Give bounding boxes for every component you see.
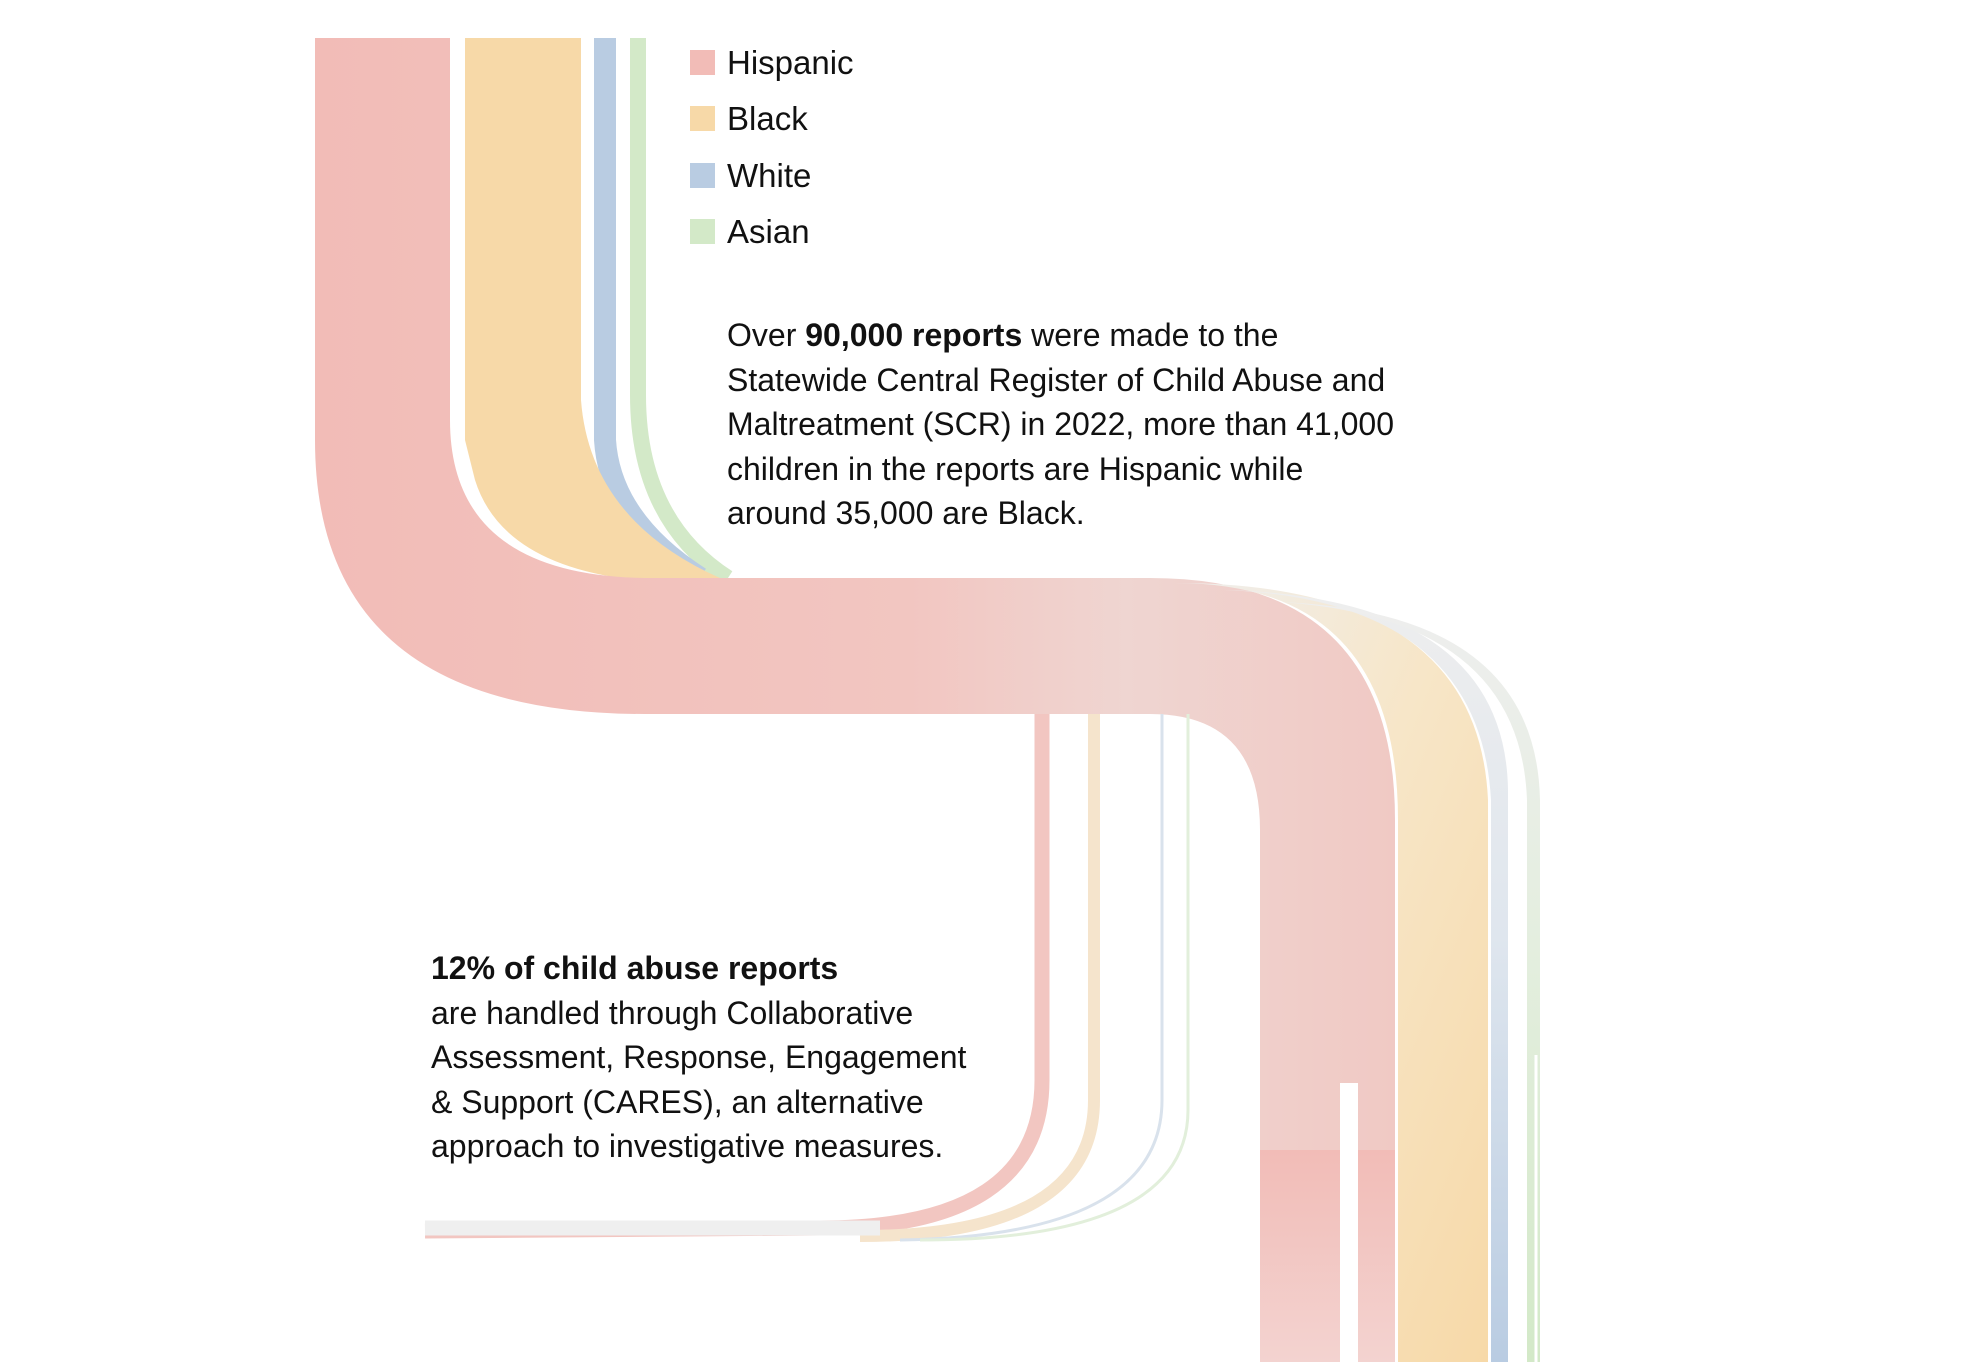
legend-item-asian: Asian: [690, 204, 854, 261]
asian-flow-top: [630, 38, 733, 585]
legend-swatch-hispanic: [690, 49, 715, 75]
scr-annotation-line-1: Over 90,000 reports were made to the: [727, 313, 1394, 358]
cares-annotation-bold: 12% of child abuse reports: [431, 950, 839, 986]
legend-swatch-black: [690, 106, 715, 132]
cares-annotation-line-3: Assessment, Response, Engagement: [431, 1039, 967, 1075]
scr-annotation-line-2: Statewide Central Register of Child Abus…: [727, 361, 1386, 398]
legend-label-black: Black: [727, 100, 808, 138]
legend-swatch-asian: [690, 219, 715, 245]
cares-annotation-line-4: & Support (CARES), an alternative: [431, 1083, 924, 1120]
legend-item-white: White: [690, 147, 854, 204]
legend-label-white: White: [727, 156, 812, 194]
black-cares-flow: [859, 714, 1100, 1242]
scr-annotation-bold: 90,000 reports: [805, 317, 1023, 353]
hispanic-flow-main: [315, 38, 1395, 1362]
legend-label-asian: Asian: [727, 213, 810, 251]
scr-annotation-line-4: children in the reports are Hispanic whi…: [727, 450, 1304, 487]
legend-item-black: Black: [690, 91, 854, 148]
hispanic-flow-bottom: [1260, 1150, 1395, 1362]
legend-item-hispanic: Hispanic: [690, 34, 854, 91]
scr-reports-annotation: Over 90,000 reports were made to the Sta…: [727, 313, 1394, 536]
scr-annotation-prefix: Over: [727, 317, 806, 353]
black-flow-right: [1175, 583, 1488, 1362]
legend-swatch-white: [690, 162, 715, 188]
black-flow-top: [465, 38, 720, 578]
legend: Hispanic Black White Asian: [690, 34, 854, 260]
legend-label-hispanic: Hispanic: [727, 43, 854, 81]
cares-annotation-line-5: approach to investigative measures.: [431, 1128, 944, 1164]
cares-annotation: 12% of child abuse reports are handled t…: [431, 946, 966, 1169]
scr-annotation-line-3: Maltreatment (SCR) in 2022, more than 41…: [727, 406, 1394, 442]
cares-annotation-line-2: are handled through Collaborative: [431, 994, 914, 1031]
asian-cares-flow: [919, 714, 1190, 1242]
white-cares-flow: [899, 714, 1164, 1242]
scr-annotation-line-1-rest: were made to the: [1022, 317, 1279, 353]
scr-annotation-line-5: around 35,000 are Black.: [727, 495, 1085, 531]
hispanic-flow-gap: [1340, 1083, 1358, 1362]
